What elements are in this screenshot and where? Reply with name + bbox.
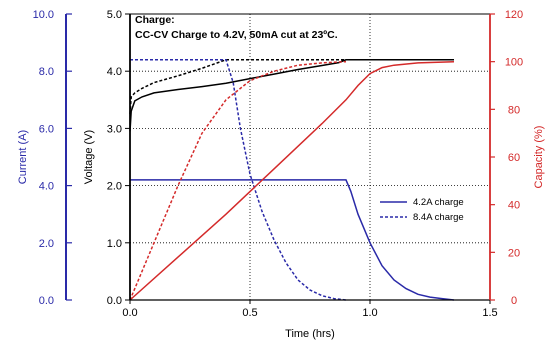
capacity-tick-label: 20 [508, 247, 520, 259]
current-tick-label: 6.0 [39, 123, 54, 135]
capacity-tick-label: 100 [505, 57, 523, 69]
voltage-tick-label: 0.0 [107, 295, 122, 307]
series-voltage-8-4a [129, 59, 346, 115]
series-voltage-4-2a [129, 59, 454, 132]
axes: 0.0 0.5 1.0 1.5 Time (hrs) 0.0 1.0 2.0 3.0 4.0 5.0… [17, 9, 545, 340]
x-tick-label: 0.5 [242, 307, 257, 319]
legend-label-4-2a: 4.2A charge [413, 197, 464, 208]
series-current-4-2a [130, 179, 455, 301]
x-tick-label: 0.0 [122, 307, 137, 319]
x-axis-label: Time (hrs) [285, 328, 335, 340]
capacity-tick-label: 120 [505, 9, 523, 21]
capacity-tick-label: 80 [508, 104, 520, 116]
x-tick-label: 1.5 [482, 307, 497, 319]
series-lines [129, 59, 455, 301]
series-capacity-4-2a [129, 60, 455, 301]
current-axis-label: Current (A) [17, 130, 29, 184]
current-tick-label: 0.0 [39, 295, 54, 307]
voltage-tick-label: 2.0 [107, 181, 122, 193]
voltage-tick-label: 3.0 [107, 123, 122, 135]
x-tick-label: 1.0 [362, 307, 377, 319]
current-tick-label: 8.0 [39, 66, 54, 78]
annotation-line-1: Charge: [135, 14, 175, 26]
voltage-tick-label: 4.0 [107, 66, 122, 78]
series-capacity-8-4a [129, 60, 347, 301]
voltage-tick-label: 5.0 [107, 9, 122, 21]
voltage-tick-label: 1.0 [107, 238, 122, 250]
capacity-tick-label: 60 [508, 152, 520, 164]
annotation-line-2: CC-CV Charge to 4.2V, 50mA cut at 23ºC. [135, 29, 338, 41]
capacity-axis-label: Capacity (%) [533, 126, 545, 189]
current-tick-label: 10.0 [33, 9, 54, 21]
voltage-axis-label: Voltage (V) [83, 130, 95, 184]
capacity-tick-label: 40 [508, 200, 520, 212]
grid [130, 14, 490, 300]
legend-label-8-4a: 8.4A charge [413, 212, 464, 223]
capacity-tick-label: 0 [511, 295, 517, 307]
current-tick-label: 4.0 [39, 181, 54, 193]
legend: 4.2A charge 8.4A charge [380, 197, 464, 223]
current-tick-label: 2.0 [39, 238, 54, 250]
